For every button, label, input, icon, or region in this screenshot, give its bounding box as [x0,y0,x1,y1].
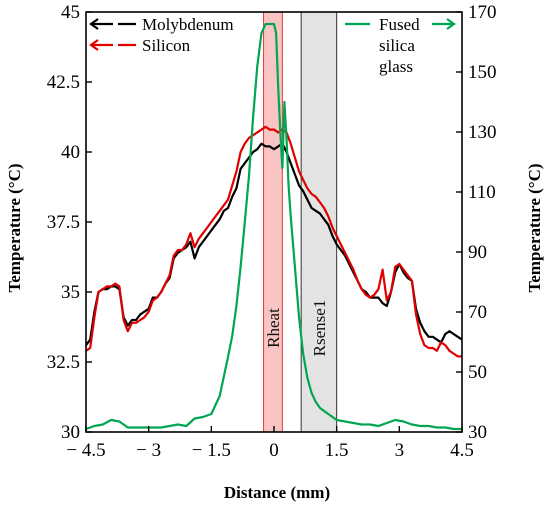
region-label-rheat: Rheat [264,308,283,348]
region-label-rsense1: Rsense1 [310,300,329,357]
y-left-tick-label: 30 [61,422,80,443]
region-rheat [263,11,283,433]
y-right-tick-label: 170 [468,2,497,23]
legend-label-fused-silica-glass: silica [379,36,415,55]
legend-label-molybdenum: Molybdenum [142,15,234,34]
series-lines [85,22,463,431]
y-right-tick-label: 130 [468,122,497,143]
y-left-tick-label: 32.5 [47,352,80,373]
legend-label-silicon: Silicon [142,36,191,55]
legend: Molybdenum Silicon Fused silica glass [89,15,456,76]
axis-ticks [85,11,463,433]
x-tick-label: − 1.5 [192,440,231,461]
highlight-regions: Rheat Rsense1 [263,11,338,433]
legend-arrow-left-icon [89,39,99,51]
y-right-tick-label: 50 [468,362,487,383]
y-right-tick-label: 110 [468,182,496,203]
legend-label-fused-silica-glass: glass [379,57,413,76]
y-axis-right-title: Temperature (°C) [525,163,544,292]
y-right-tick-label: 30 [468,422,487,443]
x-tick-label: 3 [395,440,405,461]
legend-arrow-left-icon [89,18,99,30]
y-left-tick-label: 45 [61,2,80,23]
x-tick-label: 4.5 [450,440,474,461]
y-right-tick-label: 150 [468,62,497,83]
tick-labels: − 4.5− 3− 1.5 0 1.5 3 4.53032.53537.54042.54… [47,2,497,461]
y-left-tick-label: 40 [61,142,80,163]
y-right-tick-label: 70 [468,302,487,323]
legend-label-fused-silica-glass: Fused [379,15,420,34]
x-tick-label: − 3 [136,440,161,461]
legend-arrow-right-icon [446,18,456,30]
y-left-tick-label: 35 [61,282,80,303]
y-right-tick-label: 90 [468,242,487,263]
x-tick-label: 1.5 [325,440,349,461]
y-axis-left-title: Temperature (°C) [5,163,24,292]
x-tick-label: 0 [269,440,279,461]
y-left-tick-label: 37.5 [47,212,80,233]
series-line-silicon [85,125,462,358]
x-tick-label: − 4.5 [66,440,105,461]
series-line-fused-silica-glass [85,22,462,431]
y-left-tick-label: 42.5 [47,72,80,93]
x-axis-title: Distance (mm) [224,483,330,502]
